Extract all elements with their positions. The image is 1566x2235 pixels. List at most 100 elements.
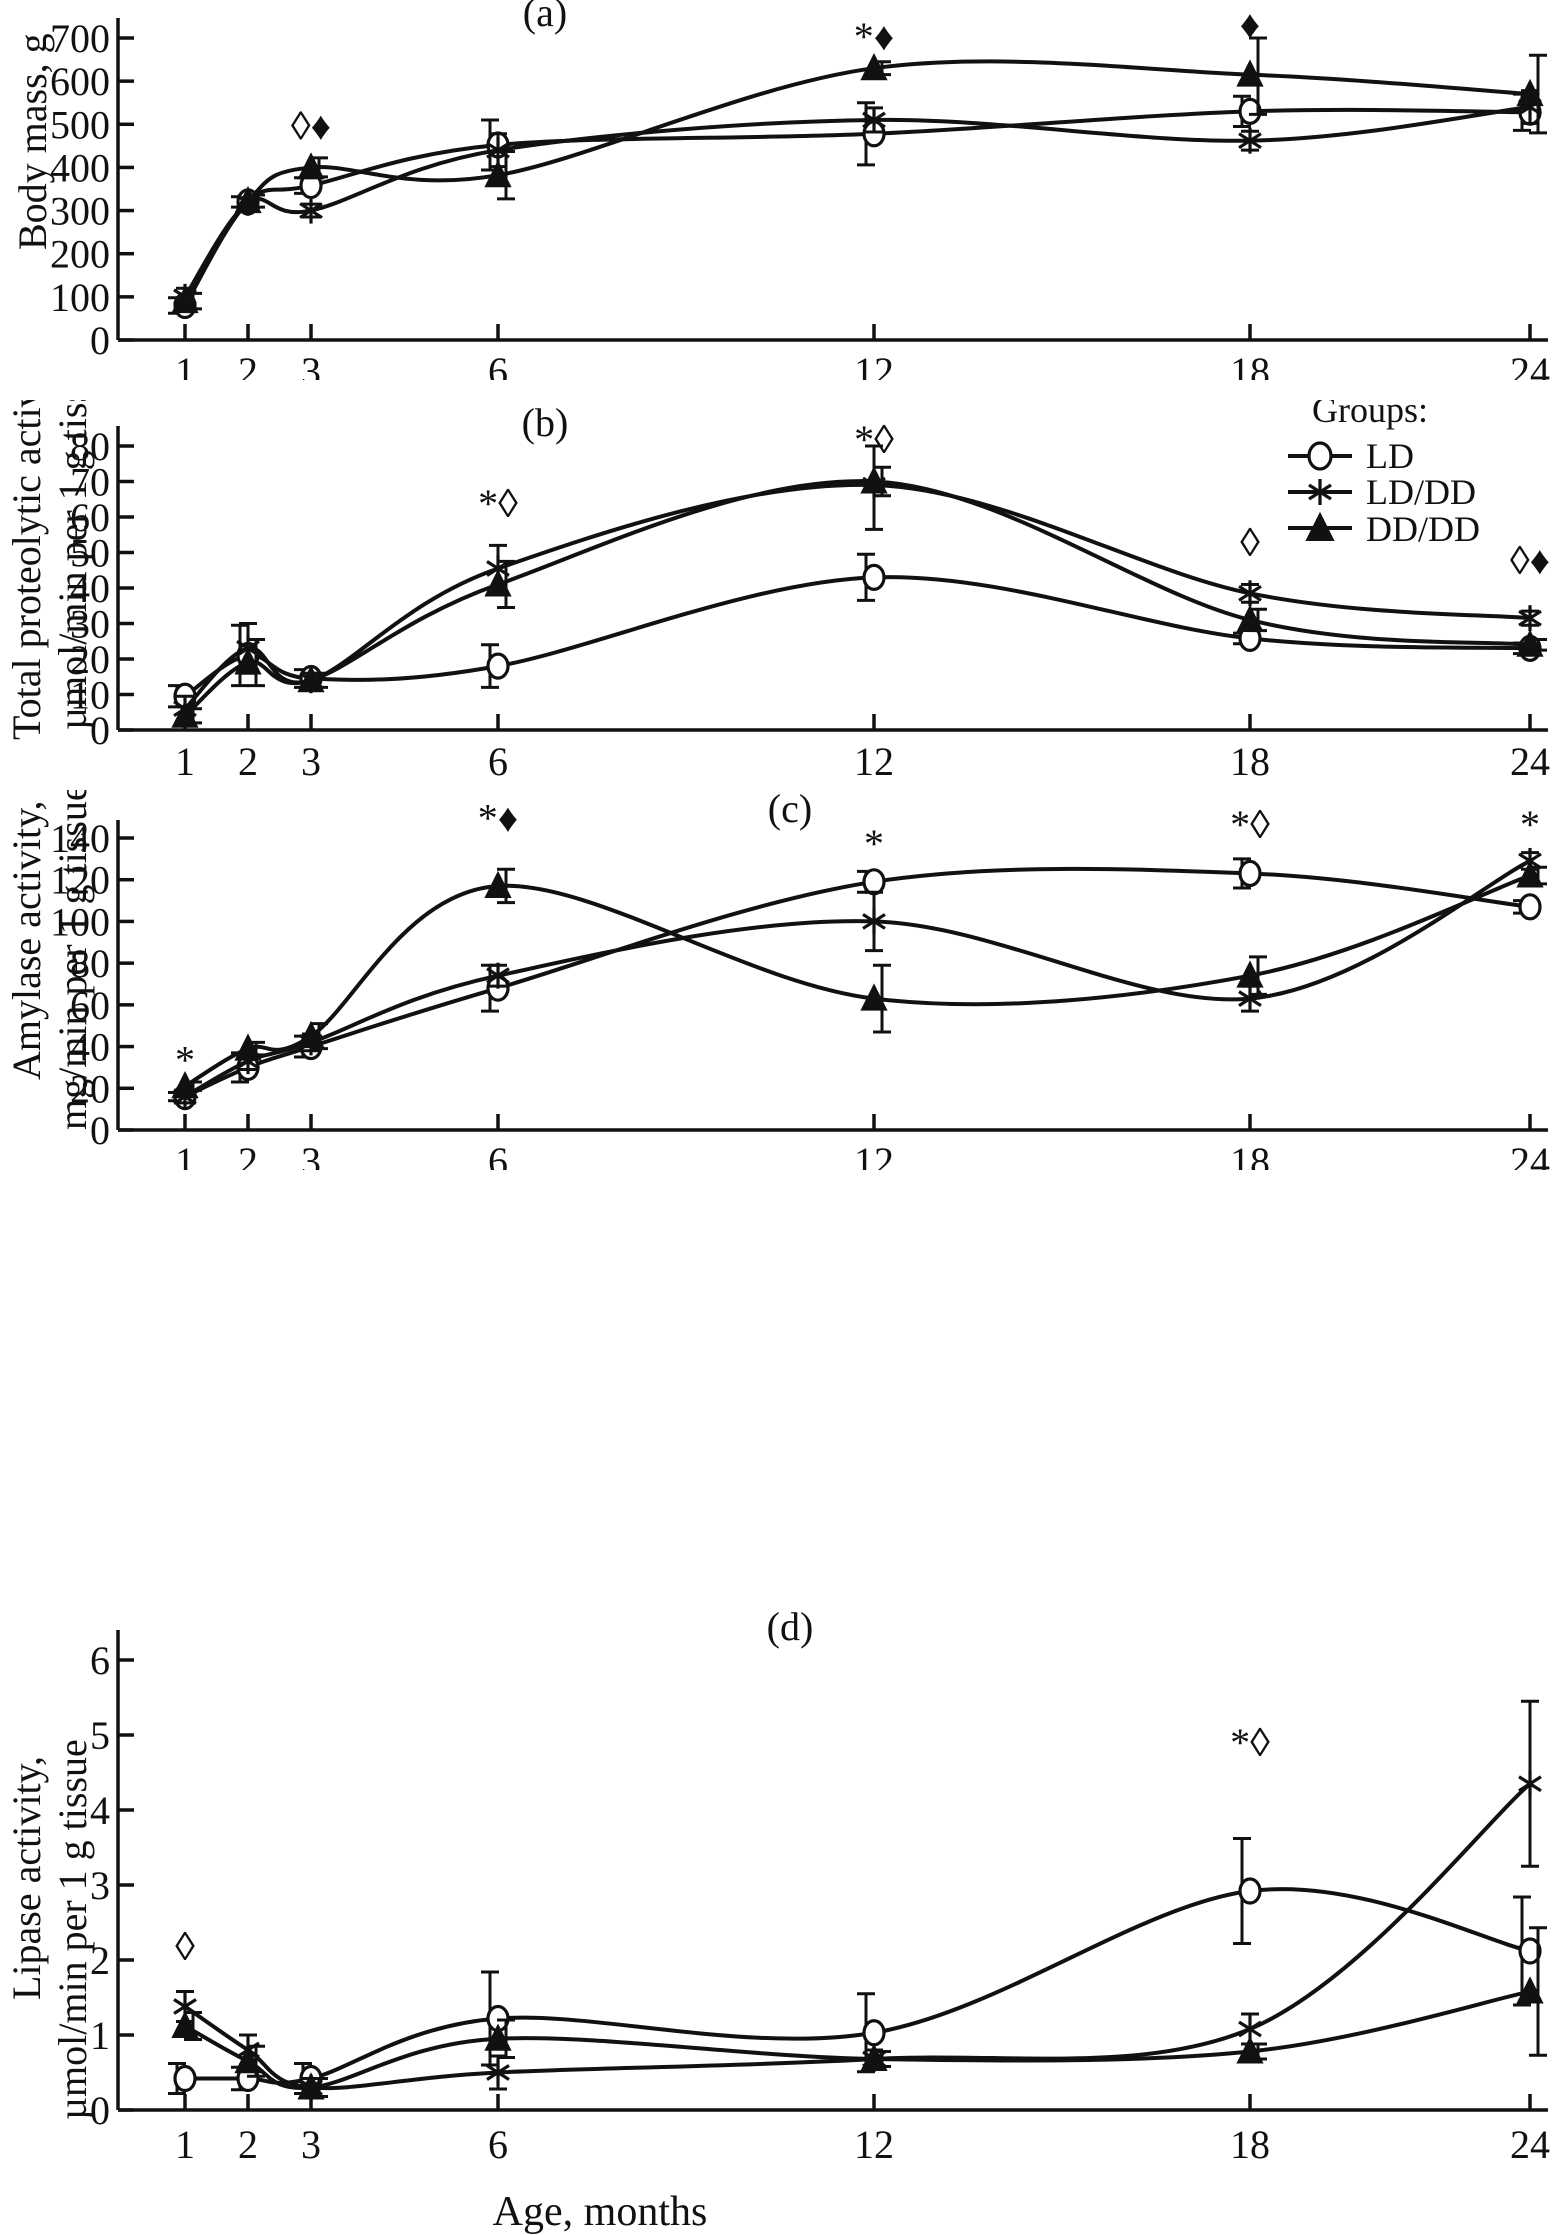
panel-c-annotations: * *♦ * *◊ * — [175, 796, 1540, 1083]
marker-filled-triangle — [1236, 604, 1264, 632]
x-tick-label: 12 — [854, 349, 894, 380]
marker-open-circle — [173, 2064, 197, 2093]
significance-marker: *♦ — [854, 14, 894, 59]
marker-open-circle — [1518, 893, 1542, 921]
x-tick-label: 3 — [301, 2122, 321, 2167]
marker-asterisk-star — [1518, 605, 1542, 632]
y-tick-label: 4 — [90, 1788, 110, 1833]
marker-open-circle — [862, 563, 886, 591]
marker-filled-triangle — [234, 2046, 262, 2074]
marker-filled-triangle — [1236, 59, 1264, 87]
legend-item-dd-dd[interactable]: DD/DD — [1288, 509, 1480, 549]
marker-open-circle — [1518, 1937, 1542, 1965]
legend-label-ld-dd: LD/DD — [1366, 472, 1476, 512]
filled-triangle-icon — [1305, 511, 1335, 541]
series-line-ld-dd — [183, 482, 1531, 711]
panel-b-ylabel-line1: Total proteolytic activity, — [4, 400, 49, 740]
marker-filled-triangle — [1236, 2036, 1264, 2064]
y-tick-label: 100 — [50, 275, 110, 320]
y-tick-label: 30 — [70, 602, 110, 647]
marker-filled-triangle — [234, 647, 262, 675]
marker-filled-triangle — [860, 2043, 888, 2071]
x-tick-label: 2 — [238, 2122, 258, 2167]
panel-c-amylase: 0 20 40 60 80 100 120 140 1 2 3 6 12 18 24 Amylase ac… — [0, 790, 1566, 1170]
legend-label-ld: LD — [1366, 436, 1414, 476]
panel-b-annotations: *◊ *◊ ◊ ◊♦ — [478, 417, 1550, 583]
y-tick-label: 20 — [70, 637, 110, 682]
marker-filled-triangle — [1516, 860, 1544, 888]
x-tick-label: 12 — [854, 2122, 894, 2167]
marker-filled-triangle — [484, 159, 512, 188]
series-line-ld-dd — [183, 105, 1531, 298]
y-tick-label: 10 — [70, 673, 110, 718]
y-tick-label: 0 — [90, 708, 110, 753]
significance-marker: *◊ — [478, 481, 518, 526]
significance-marker: ◊♦ — [291, 103, 331, 148]
series-line-dd-dd — [184, 1989, 1531, 2090]
error-bar — [497, 559, 515, 610]
marker-filled-triangle — [484, 569, 512, 597]
panel-d-xticklabels: 1 2 3 6 12 18 24 — [175, 2122, 1550, 2167]
x-tick-label: 18 — [1230, 2122, 1270, 2167]
series-line-ld — [183, 107, 1531, 307]
panel-b-plot-area — [168, 444, 1547, 728]
error-bar — [1249, 955, 1267, 996]
y-tick-label: 120 — [50, 858, 110, 903]
x-tick-label: 6 — [488, 1139, 508, 1170]
legend: Groups: LD LD/DD — [1288, 400, 1480, 549]
panel-c-xticks — [183, 1114, 1532, 1130]
marker-filled-triangle — [297, 2072, 325, 2100]
x-tick-label: 3 — [301, 349, 321, 380]
y-tick-label: 20 — [70, 1066, 110, 1111]
marker-filled-triangle — [171, 700, 199, 728]
x-tick-label: 12 — [854, 1139, 894, 1170]
panel-c-ylabel-line2: mg/min per 1 g tissue — [50, 790, 95, 1130]
legend-item-ld[interactable]: LD — [1288, 436, 1414, 476]
y-tick-label: 40 — [70, 1025, 110, 1070]
x-tick-label: 24 — [1510, 349, 1550, 380]
significance-marker: * — [175, 1038, 195, 1083]
significance-marker: ◊ — [1240, 520, 1260, 565]
y-tick-label: 200 — [50, 232, 110, 277]
marker-open-circle — [862, 868, 886, 896]
y-tick-label: 100 — [50, 899, 110, 944]
panel-d-letter: (d) — [767, 1604, 814, 1649]
marker-open-circle — [486, 652, 510, 680]
panel-b-ylabel-line2: µmol/min per 1 g tissue — [50, 400, 95, 730]
panel-d-plot-area — [168, 1699, 1547, 2101]
series-line-ld — [185, 1887, 1531, 2085]
y-tick-label: 6 — [90, 1638, 110, 1683]
marker-filled-triangle — [1516, 78, 1544, 107]
panel-d-ylabel-line2: µmol/min per 1 g tissue — [50, 1739, 95, 2120]
x-tick-label: 24 — [1510, 2122, 1550, 2167]
x-tick-label: 24 — [1510, 739, 1550, 780]
y-tick-label: 140 — [50, 816, 110, 861]
significance-marker: * — [1520, 802, 1540, 847]
panel-c-xticklabels: 1 2 3 6 12 18 24 — [175, 1139, 1550, 1170]
panel-c-plot-area — [168, 847, 1547, 1111]
x-tick-label: 1 — [175, 349, 195, 380]
panel-d-yaxis: 0 1 2 3 4 5 6 — [90, 1630, 1548, 2133]
x-tick-label: 2 — [238, 1139, 258, 1170]
marker-asterisk-star — [486, 2059, 510, 2086]
significance-marker: *◊ — [1230, 802, 1270, 847]
legend-item-ld-dd[interactable]: LD/DD — [1288, 472, 1476, 512]
marker-filled-triangle — [1236, 960, 1264, 988]
legend-label-dd-dd: DD/DD — [1366, 509, 1480, 549]
marker-filled-triangle — [234, 185, 262, 214]
marker-asterisk-star — [862, 106, 886, 133]
series-line-ld — [184, 866, 1531, 1099]
x-tick-label: 1 — [175, 739, 195, 780]
panel-b-xticklabels: 1 2 3 6 12 18 24 — [175, 739, 1550, 780]
significance-marker: *◊ — [1230, 1720, 1270, 1765]
y-tick-label: 600 — [50, 59, 110, 104]
x-tick-label: 6 — [488, 739, 508, 780]
panel-a-ylabel: Body mass, g — [10, 33, 55, 250]
x-tick-label: 18 — [1230, 1139, 1270, 1170]
